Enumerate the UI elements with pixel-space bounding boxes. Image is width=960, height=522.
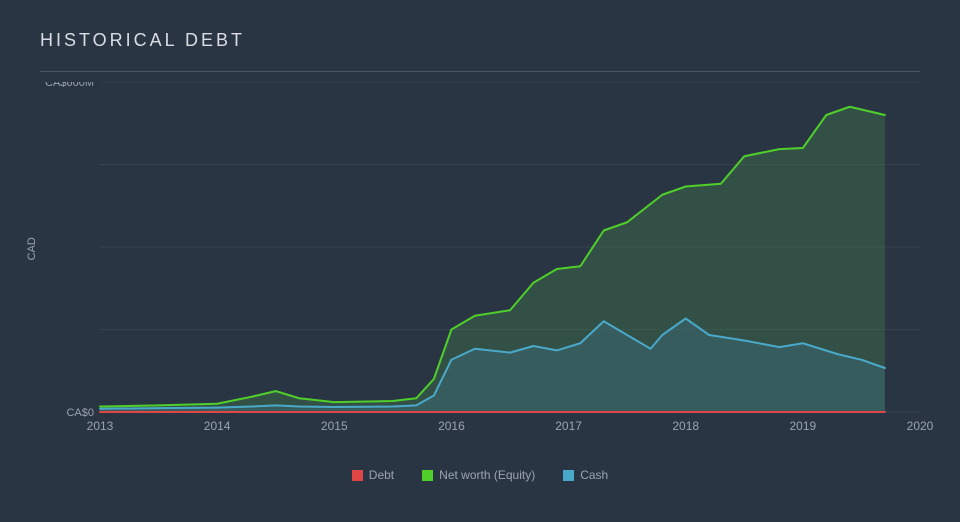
chart-frame: HISTORICAL DEBT CAD CA$0 CA$600M 2013 2014 2…: [0, 0, 960, 522]
chart-legend: Debt Net worth (Equity) Cash: [40, 468, 920, 482]
legend-label: Debt: [369, 468, 394, 482]
svg-text:2015: 2015: [321, 419, 348, 433]
svg-text:CA$0: CA$0: [66, 407, 94, 419]
svg-text:2016: 2016: [438, 419, 465, 433]
svg-text:2019: 2019: [790, 419, 817, 433]
svg-text:CA$600M: CA$600M: [45, 82, 94, 89]
svg-text:2014: 2014: [204, 419, 231, 433]
legend-item: Net worth (Equity): [422, 468, 535, 482]
svg-text:2020: 2020: [907, 419, 934, 433]
legend-swatch: [422, 470, 433, 481]
chart-title: HISTORICAL DEBT: [40, 30, 920, 59]
chart-area: CAD CA$0CA$600M2013201420152016201720182…: [40, 82, 920, 462]
legend-swatch: [563, 470, 574, 481]
title-underline: [40, 71, 920, 72]
legend-label: Net worth (Equity): [439, 468, 535, 482]
legend-item: Cash: [563, 468, 608, 482]
chart-svg: CA$0 CA$600M 2013 2014 2015 2016 2017 2018 2019 2…: [40, 82, 940, 452]
legend-swatch: [352, 470, 363, 481]
y-axis-title: CAD: [26, 237, 38, 260]
svg-text:2017: 2017: [555, 419, 582, 433]
legend-item: Debt: [352, 468, 394, 482]
svg-text:2018: 2018: [672, 419, 699, 433]
legend-label: Cash: [580, 468, 608, 482]
svg-text:2013: 2013: [87, 419, 114, 433]
